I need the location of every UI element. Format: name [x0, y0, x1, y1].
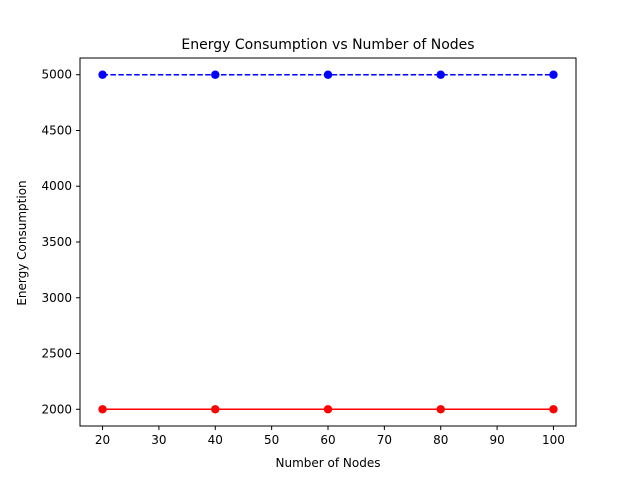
plot-area	[79, 57, 577, 427]
y-tick-label: 5000	[41, 68, 72, 82]
y-tick-label: 4500	[41, 123, 72, 137]
series-blue-point	[211, 70, 220, 79]
chart-title: Energy Consumption vs Number of Nodes	[181, 37, 474, 53]
y-axis-label: Energy Consumption	[15, 180, 29, 305]
x-tick-label: 60	[320, 433, 335, 447]
series-red-point	[549, 405, 558, 414]
series-red-point	[211, 405, 220, 414]
y-tick-label: 2000	[41, 402, 72, 416]
series-layer	[98, 70, 558, 414]
x-axis-label: Number of Nodes	[276, 456, 381, 470]
series-blue-point	[436, 70, 445, 79]
x-tick-label: 40	[208, 433, 223, 447]
x-tick-label: 100	[542, 433, 565, 447]
series-red-point	[436, 405, 445, 414]
y-tick-label: 3500	[41, 235, 72, 249]
series-red-point	[323, 405, 333, 414]
series-blue-point	[98, 70, 107, 79]
x-tick-label: 70	[377, 433, 392, 447]
series-blue-point	[549, 70, 558, 79]
series-blue-point	[323, 70, 333, 79]
y-tick-label: 2500	[41, 347, 72, 361]
x-tick-label: 80	[433, 433, 448, 447]
x-tick-label: 50	[264, 433, 279, 447]
series-red-point	[98, 405, 107, 414]
y-axis: 2000 2500 3000 3500 4000 4500 5000	[41, 68, 80, 416]
x-tick-label: 30	[151, 433, 166, 447]
y-tick-label: 4000	[41, 179, 72, 193]
y-tick-label: 3000	[41, 291, 72, 305]
plot-frame	[79, 57, 577, 427]
x-tick-label: 20	[95, 433, 110, 447]
x-axis: 20 30 40 50 60 70 80 90 100	[95, 426, 565, 447]
x-tick-label: 90	[489, 433, 504, 447]
